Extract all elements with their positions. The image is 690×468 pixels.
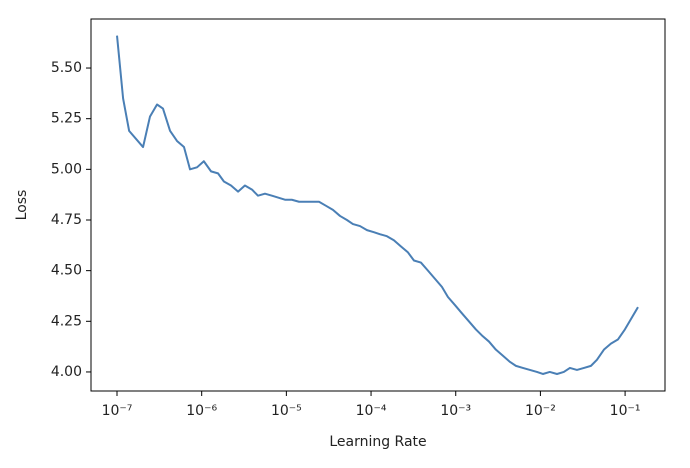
loss-line: [116, 35, 639, 375]
x-tick-label: 10⁻⁶: [186, 403, 217, 419]
x-tick-label: 10⁻¹: [610, 403, 641, 419]
x-tick-label: 10⁻⁷: [102, 403, 133, 419]
y-tick-label: 5.00: [51, 161, 82, 177]
x-tick-label: 10⁻⁵: [271, 403, 302, 419]
y-axis-label: Loss: [14, 190, 30, 221]
plot-frame: [90, 18, 666, 392]
x-tick-label: 10⁻³: [440, 403, 471, 419]
y-tick-label: 4.25: [51, 313, 82, 329]
y-tick-label: 4.75: [51, 212, 82, 228]
x-tick-label: 10⁻⁴: [356, 403, 387, 419]
y-tick-label: 5.50: [51, 60, 82, 76]
y-tick-label: 5.25: [51, 111, 82, 127]
x-axis-label: Learning Rate: [329, 434, 426, 450]
y-tick-label: 4.50: [51, 263, 82, 279]
y-tick-label: 4.00: [51, 364, 82, 380]
x-tick-label: 10⁻²: [525, 403, 556, 419]
